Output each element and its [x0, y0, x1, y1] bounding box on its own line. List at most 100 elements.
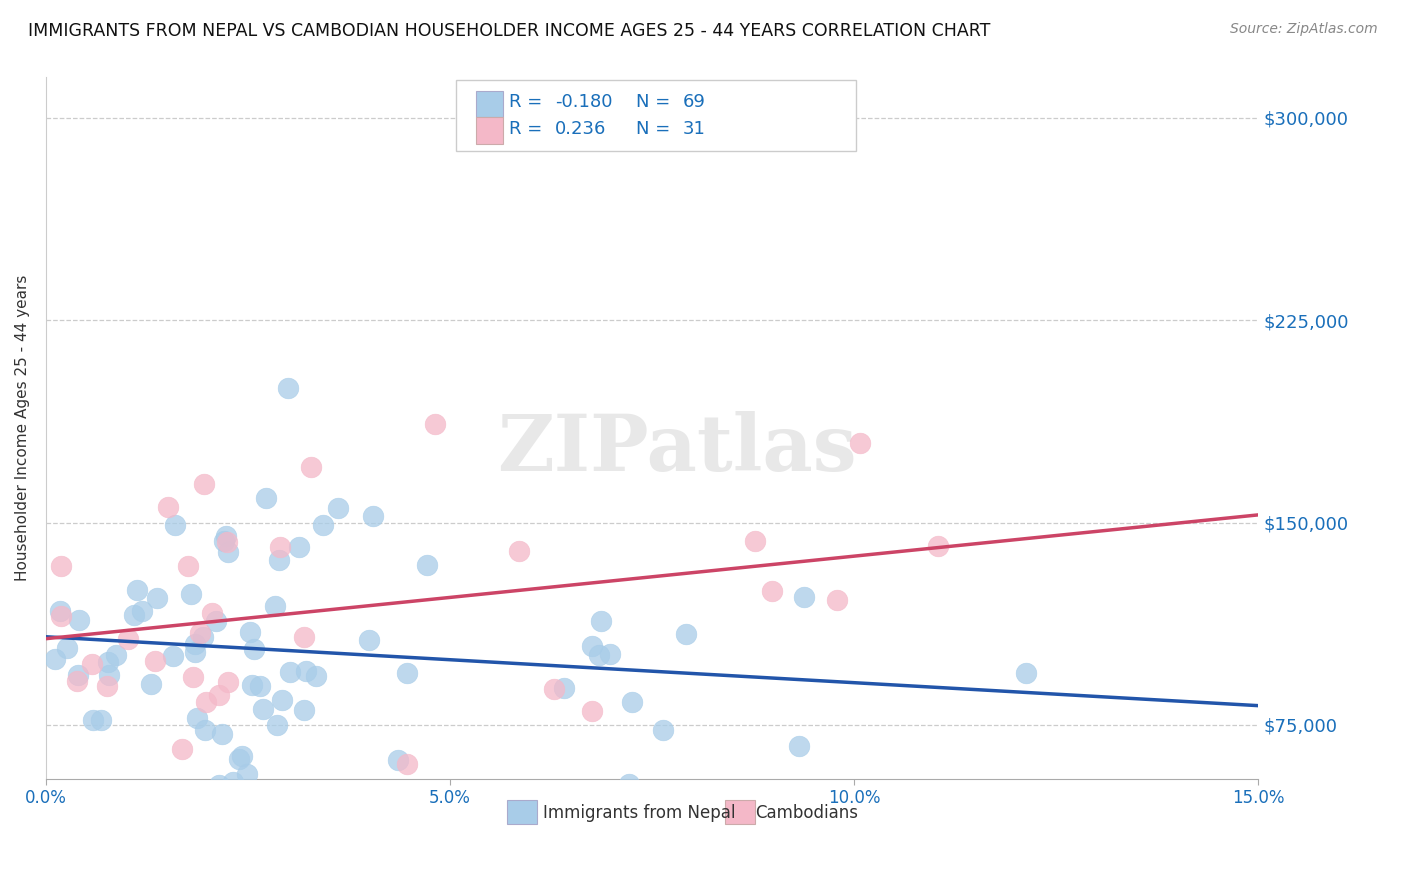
Point: [1015, 666, 1038, 681]
Point: [217, 675, 239, 690]
Point: [312, 518, 335, 533]
Point: [104, 648, 127, 662]
Point: [387, 753, 409, 767]
Point: [423, 417, 446, 431]
Point: [591, 614, 613, 628]
Point: [191, 630, 214, 644]
Point: [177, 558, 200, 573]
Point: [165, 518, 187, 533]
Point: [193, 477, 215, 491]
Point: [188, 626, 211, 640]
Point: [162, 648, 184, 663]
Point: [395, 666, 418, 681]
Point: [49, 608, 72, 623]
Text: N =: N =: [637, 120, 676, 137]
Point: [184, 645, 207, 659]
Point: [222, 775, 245, 789]
Point: [243, 642, 266, 657]
Point: [145, 591, 167, 606]
Point: [97, 655, 120, 669]
Point: [277, 381, 299, 395]
Point: [122, 607, 145, 622]
Point: [193, 723, 215, 738]
Point: [205, 614, 228, 628]
FancyBboxPatch shape: [477, 118, 503, 145]
Point: [849, 435, 872, 450]
Point: [157, 500, 180, 514]
Point: [228, 752, 250, 766]
Point: [266, 717, 288, 731]
Point: [211, 727, 233, 741]
Point: [588, 648, 610, 662]
FancyBboxPatch shape: [456, 79, 856, 151]
Point: [787, 739, 810, 753]
Point: [927, 539, 949, 553]
Point: [249, 679, 271, 693]
Point: [97, 667, 120, 681]
FancyBboxPatch shape: [506, 800, 537, 824]
Point: [80, 657, 103, 672]
Point: [44, 652, 66, 666]
Point: [170, 741, 193, 756]
Text: R =: R =: [509, 93, 548, 111]
Point: [761, 584, 783, 599]
Text: Source: ZipAtlas.com: Source: ZipAtlas.com: [1230, 22, 1378, 37]
Text: 0.236: 0.236: [555, 120, 606, 137]
Point: [143, 654, 166, 668]
Point: [82, 713, 104, 727]
Point: [793, 590, 815, 604]
Point: [217, 544, 239, 558]
Point: [269, 553, 291, 567]
Point: [599, 647, 621, 661]
Point: [117, 632, 139, 646]
Point: [235, 767, 257, 781]
Point: [208, 778, 231, 792]
Point: [292, 703, 315, 717]
Y-axis label: Householder Income Ages 25 - 44 years: Householder Income Ages 25 - 44 years: [15, 275, 30, 582]
Point: [90, 713, 112, 727]
Point: [66, 674, 89, 689]
Point: [67, 668, 90, 682]
Point: [139, 677, 162, 691]
Point: [305, 669, 328, 683]
Point: [652, 723, 675, 738]
Text: 31: 31: [682, 120, 706, 137]
Point: [252, 701, 274, 715]
Point: [357, 633, 380, 648]
Point: [183, 670, 205, 684]
Point: [201, 606, 224, 620]
Point: [617, 776, 640, 790]
Point: [269, 540, 291, 554]
Point: [125, 583, 148, 598]
Point: [292, 630, 315, 644]
Text: Immigrants from Nepal: Immigrants from Nepal: [543, 804, 735, 822]
Text: N =: N =: [637, 93, 676, 111]
Point: [208, 688, 231, 702]
Point: [264, 599, 287, 613]
Point: [184, 637, 207, 651]
FancyBboxPatch shape: [477, 91, 503, 118]
Point: [180, 587, 202, 601]
Point: [186, 711, 208, 725]
Point: [508, 544, 530, 558]
Point: [56, 641, 79, 656]
Point: [416, 558, 439, 572]
Text: R =: R =: [509, 120, 548, 137]
Point: [51, 558, 73, 573]
Text: -0.180: -0.180: [555, 93, 613, 111]
Point: [254, 491, 277, 505]
Point: [242, 678, 264, 692]
Point: [581, 639, 603, 653]
Point: [96, 679, 118, 693]
FancyBboxPatch shape: [725, 800, 755, 824]
Point: [131, 604, 153, 618]
Point: [288, 540, 311, 554]
Point: [581, 704, 603, 718]
Point: [231, 749, 253, 764]
Point: [215, 529, 238, 543]
Point: [49, 604, 72, 618]
Point: [620, 695, 643, 709]
Point: [67, 613, 90, 627]
Point: [543, 682, 565, 697]
Text: Cambodians: Cambodians: [755, 804, 858, 822]
